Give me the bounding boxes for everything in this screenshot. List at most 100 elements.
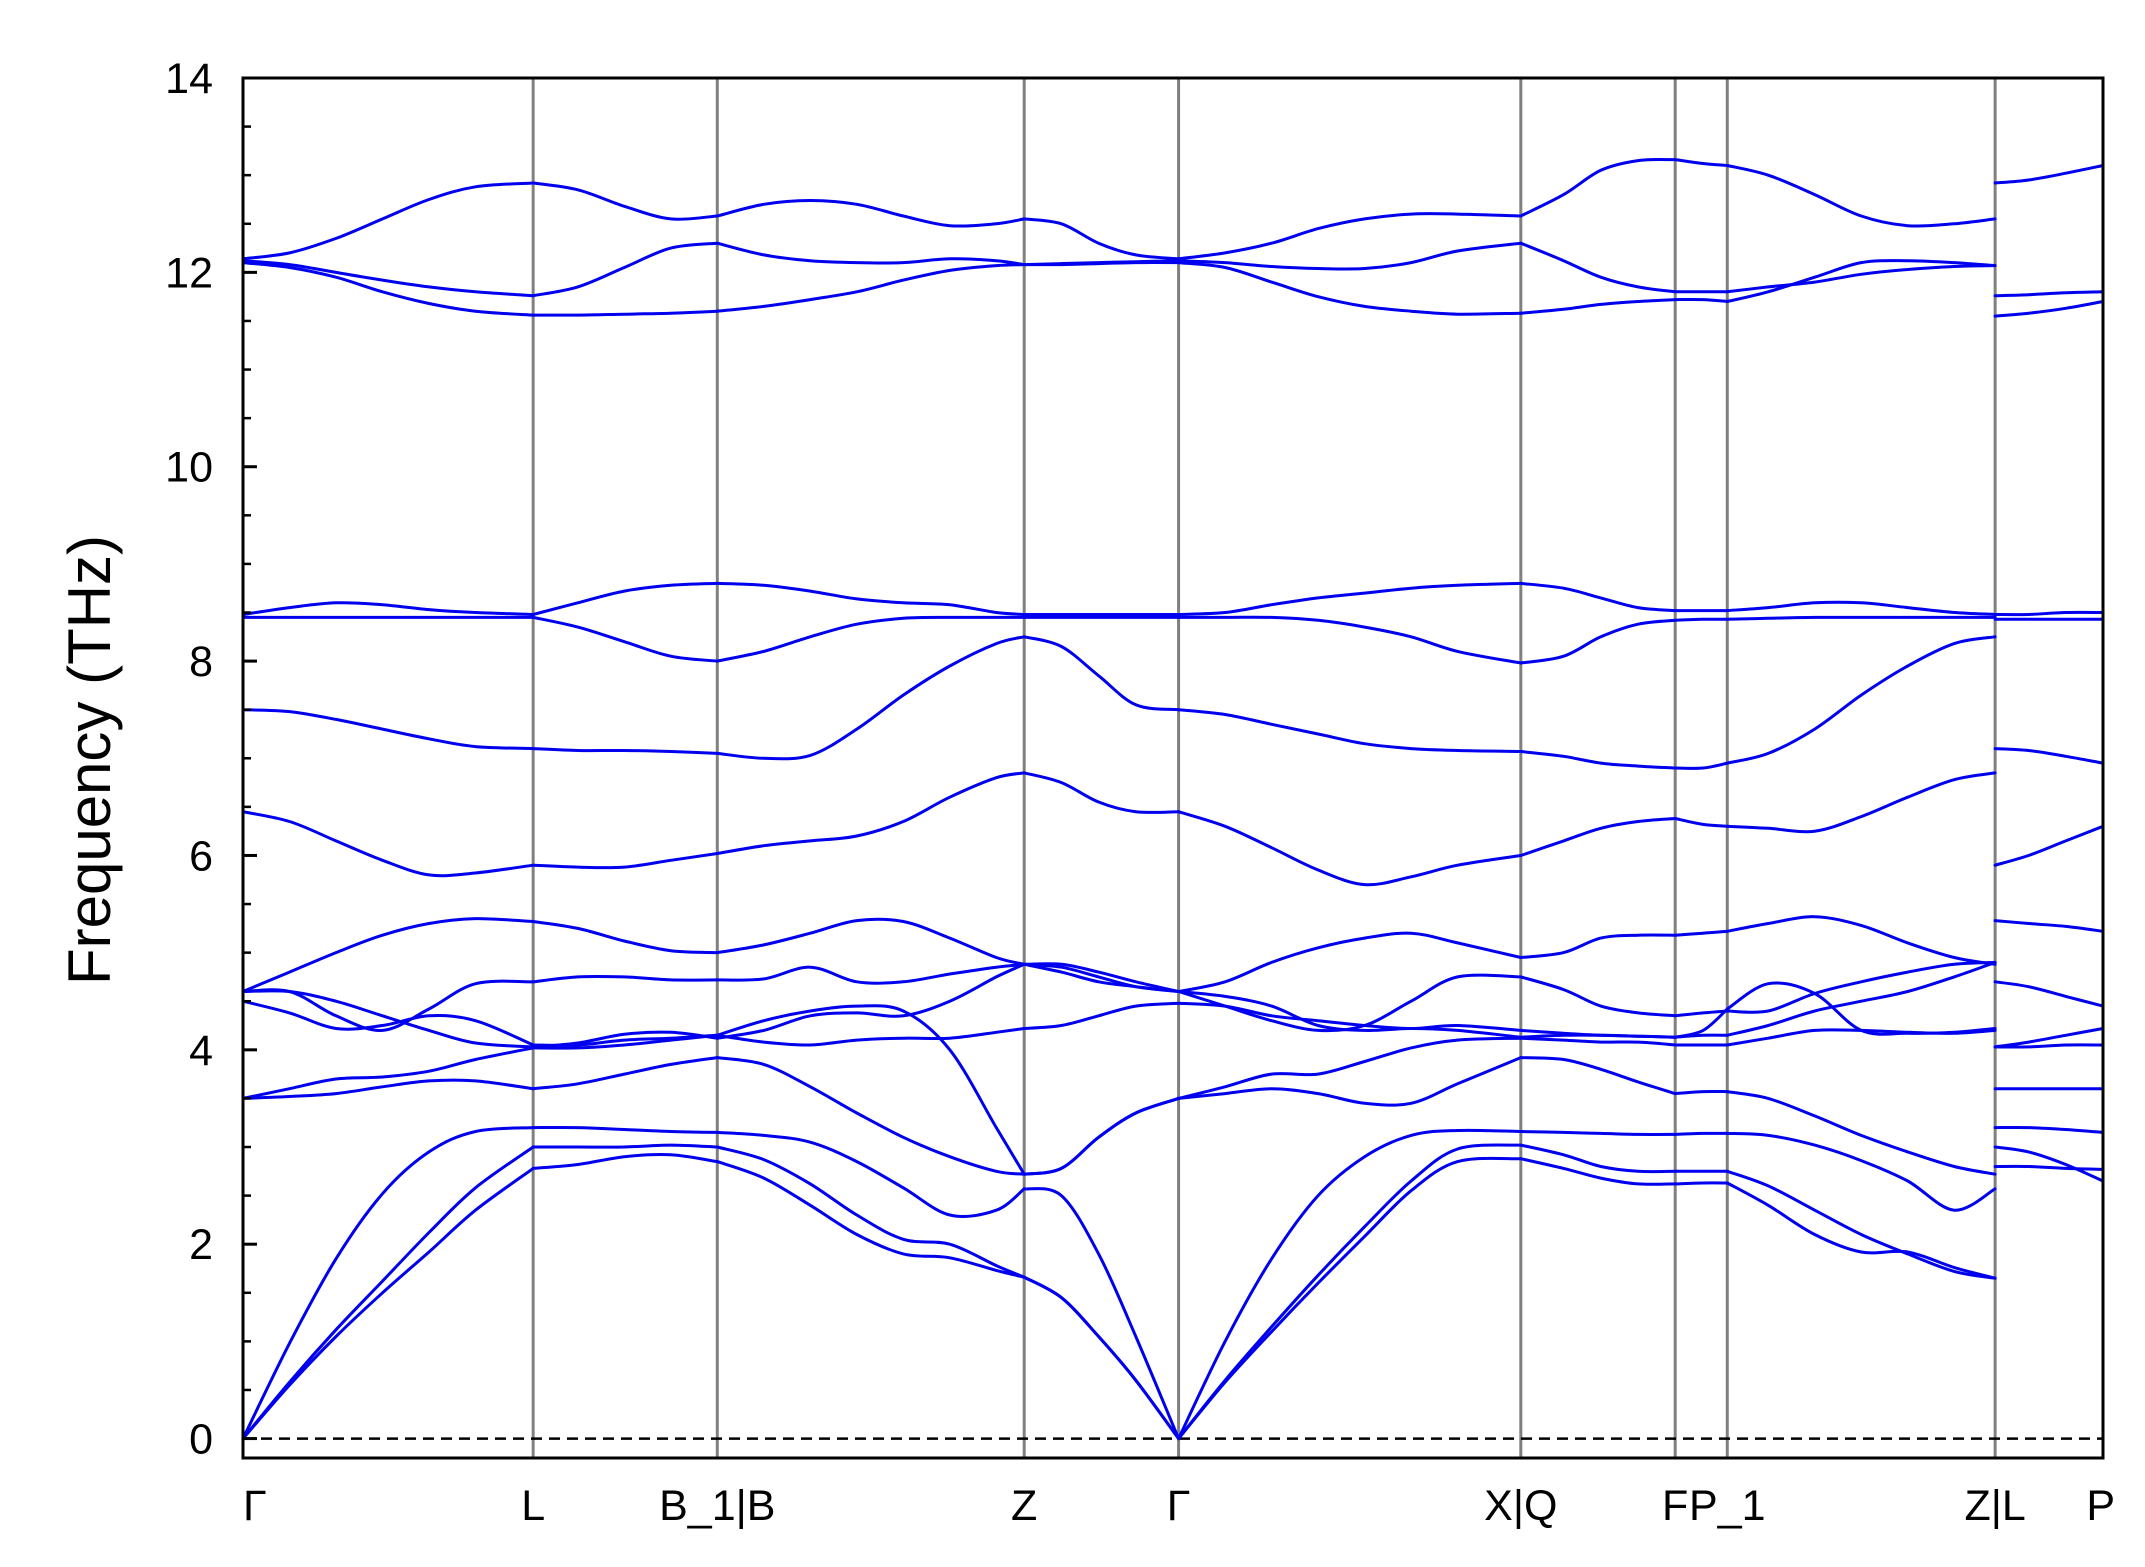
x-tick-label-9: P (2086, 1482, 2115, 1530)
y-axis-label: Frequency (THz) (56, 535, 123, 985)
band-seg0-b1-p3 (1022, 1275, 1181, 1441)
band-seg0-b15-p3 (1022, 217, 1181, 261)
band-seg1-b0-p0 (1993, 1164, 2105, 1171)
band-seg0-b10-p2 (715, 635, 1026, 761)
y-tick-label: 4 (189, 1027, 213, 1075)
band-seg0-b4-p3 (1022, 1096, 1181, 1176)
x-tick-label-8: Z|L (1964, 1482, 2025, 1530)
band-seg0-b15-p2 (715, 199, 1026, 228)
band-seg0-b5-p3 (1022, 1001, 1181, 1030)
band-seg0-b1-p0 (241, 1145, 535, 1441)
band-seg1-b12-p0 (1993, 300, 2105, 318)
band-seg0-b3-p7 (1725, 1090, 1997, 1176)
band-seg0-b2-p3 (1022, 1187, 1181, 1441)
band-seg0-b12-p1 (531, 581, 719, 616)
band-seg0-b13-p1 (531, 309, 719, 317)
band-seg0-b11-p6 (1673, 617, 1729, 622)
band-seg0-b0-p6 (1673, 1181, 1729, 1186)
band-seg0-b15-p0 (241, 181, 535, 261)
band-seg0-b7-p3 (1022, 962, 1181, 993)
band-seg0-b2-p1 (531, 1125, 719, 1134)
band-seg0-b1-p1 (531, 1143, 719, 1149)
band-seg0-b9-p4 (1177, 810, 1523, 887)
band-seg0-b6-p5 (1519, 1033, 1677, 1039)
band-seg0-b2-p0 (241, 1126, 535, 1441)
band-seg0-b12-p2 (715, 581, 1026, 616)
band-seg0-b10-p3 (1022, 635, 1181, 712)
band-seg0-b12-p0 (241, 601, 535, 616)
band-seg0-b9-p3 (1022, 771, 1181, 814)
band-seg0-b15-p6 (1673, 158, 1729, 167)
band-seg0-b3-p6 (1673, 1089, 1729, 1096)
band-seg0-b7-p0 (241, 979, 535, 1032)
x-tick-label-7: P_1 (1689, 1482, 1766, 1530)
y-tick-label: 6 (189, 832, 213, 880)
band-seg0-b11-p7 (1725, 615, 1997, 621)
band-seg0-b1-p4 (1177, 1143, 1523, 1441)
band-seg0-b8-p1 (531, 920, 719, 955)
plot-frame (241, 76, 2105, 1460)
band-seg1-b9-p0 (1993, 747, 2105, 765)
band-seg0-b7-p5 (1519, 975, 1677, 1018)
phonon-bands (241, 158, 2105, 1441)
band-seg0-b7-p1 (531, 974, 719, 984)
band-seg0-b7-p4 (1177, 973, 1523, 1033)
band-seg0-b5-p2 (715, 1027, 1026, 1047)
band-seg0-b4-p0 (241, 1046, 535, 1100)
band-seg0-b8-p7 (1725, 915, 1997, 966)
y-tick-label: 0 (189, 1416, 213, 1464)
band-seg0-b13-p6 (1673, 297, 1729, 303)
x-tick-label-4: Γ (1167, 1482, 1191, 1530)
band-seg0-b14-p0 (241, 259, 535, 298)
band-seg0-b2-p4 (1177, 1128, 1523, 1441)
band-seg0-b0-p1 (531, 1153, 719, 1170)
band-seg0-b13-p5 (1519, 298, 1677, 315)
band-seg0-b0-p3 (1022, 1275, 1181, 1441)
band-seg0-b0-p0 (241, 1166, 535, 1441)
band-seg0-b9-p7 (1725, 771, 1997, 834)
band-seg1-b13-p0 (1993, 290, 2105, 298)
band-seg0-b4-p5 (1519, 1036, 1677, 1047)
y-tick-label: 14 (165, 55, 213, 103)
band-seg0-b14-p2 (715, 241, 1026, 267)
band-seg0-b8-p0 (241, 917, 535, 993)
band-seg0-b5-p0 (241, 999, 535, 1047)
band-seg0-b3-p0 (241, 1078, 535, 1100)
band-seg1-b2-p0 (1993, 1125, 2105, 1134)
band-seg0-b5-p7 (1725, 960, 1997, 1037)
band-seg0-b13-p2 (715, 263, 1026, 313)
band-seg0-b10-p6 (1673, 761, 1729, 770)
band-seg0-b9-p5 (1519, 817, 1677, 857)
band-seg0-b3-p4 (1177, 1056, 1523, 1107)
band-seg0-b14-p7 (1725, 264, 1997, 294)
band-seg0-b9-p2 (715, 771, 1026, 855)
band-seg1-b11-p0 (1993, 610, 2105, 617)
x-axis: Γ L B_1|B Z Γ X|Q F P_1 Z|L P (243, 1482, 2115, 1530)
band-seg0-b12-p5 (1519, 581, 1677, 613)
band-seg0-b1-p2 (715, 1145, 1026, 1279)
band-seg0-b8-p2 (715, 917, 1026, 966)
band-seg0-b0-p2 (715, 1160, 1026, 1279)
band-seg0-b9-p1 (531, 852, 719, 870)
band-seg0-b7-p6 (1673, 1009, 1729, 1018)
band-seg1-b1-p0 (1993, 1145, 2105, 1183)
band-seg0-b8-p4 (1177, 931, 1523, 993)
band-seg0-b14-p4 (1177, 241, 1523, 271)
band-seg0-b14-p1 (531, 241, 719, 298)
band-seg0-b12-p7 (1725, 600, 1997, 616)
band-seg0-b3-p1 (531, 1056, 719, 1091)
band-seg0-b12-p4 (1177, 581, 1523, 616)
band-seg1-b4-p0 (1993, 1043, 2105, 1049)
band-seg0-b10-p5 (1519, 750, 1677, 770)
band-seg0-b6-p0 (241, 989, 535, 1049)
y-axis: 0 2 4 6 8 10 12 14 (165, 55, 257, 1464)
y-tick-label: 8 (189, 638, 213, 686)
y-tick-label: 10 (165, 444, 213, 492)
band-seg1-b14-p0 (1993, 164, 2105, 185)
x-tick-label-5: X|Q (1484, 1482, 1557, 1530)
y-tick-label: 2 (189, 1221, 213, 1269)
band-seg0-b11-p1 (531, 615, 719, 663)
band-seg0-b3-p5 (1519, 1056, 1677, 1096)
band-seg1-b6-p0 (1993, 980, 2105, 1008)
band-seg1-b8-p0 (1993, 824, 2105, 867)
